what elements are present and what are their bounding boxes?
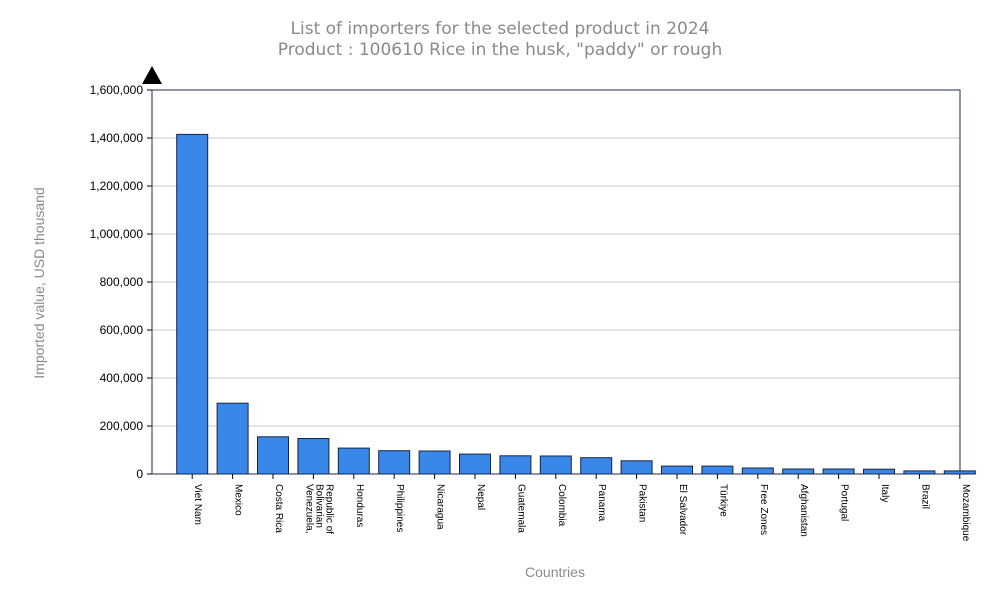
x-tick-label: Mexico bbox=[233, 484, 244, 516]
x-tick-label: Free Zones bbox=[758, 484, 769, 535]
x-tick-label: Türkiye bbox=[717, 484, 728, 517]
bar bbox=[863, 468, 895, 475]
x-tick-label: El Salvador bbox=[677, 484, 688, 536]
x-tick-label: Brazil bbox=[919, 484, 930, 509]
chart-title: List of importers for the selected produ… bbox=[290, 19, 710, 39]
x-tick-label: Colombia bbox=[556, 484, 567, 527]
y-tick-label: 0 bbox=[136, 467, 143, 481]
bar bbox=[418, 450, 451, 475]
x-tick-label: Viet Nam bbox=[192, 484, 203, 525]
y-tick-label: 200,000 bbox=[100, 419, 144, 433]
bar bbox=[741, 467, 774, 475]
x-tick-label: Panama bbox=[596, 484, 607, 522]
y-tick-label: 400,000 bbox=[100, 371, 144, 385]
bar bbox=[620, 460, 653, 475]
x-tick-label: Mozambique bbox=[960, 484, 971, 542]
x-tick-label: Portugal bbox=[839, 484, 850, 521]
x-tick-label: Guatemala bbox=[515, 484, 526, 533]
bar bbox=[378, 450, 411, 475]
x-tick-label: Nepal bbox=[475, 484, 486, 510]
bar bbox=[903, 470, 936, 475]
bar bbox=[822, 468, 855, 475]
y-tick-label: 1,000,000 bbox=[90, 227, 144, 241]
bar bbox=[580, 457, 613, 475]
bar bbox=[257, 436, 289, 475]
bar bbox=[176, 133, 209, 475]
x-tick-label: Philippines bbox=[394, 484, 405, 532]
bar bbox=[216, 402, 249, 475]
x-tick-label: Pakistan bbox=[637, 484, 648, 522]
chart-subtitle: Product : 100610 Rice in the husk, "padd… bbox=[277, 40, 723, 60]
x-tick-label: Honduras bbox=[354, 484, 365, 527]
y-tick-label: 1,600,000 bbox=[90, 83, 144, 97]
bar bbox=[297, 438, 330, 475]
bar bbox=[499, 455, 532, 475]
bar bbox=[661, 465, 693, 475]
bar bbox=[782, 468, 815, 475]
bar bbox=[701, 465, 734, 475]
x-axis-label: Countries bbox=[525, 564, 585, 580]
x-tick-label: Afghanistan bbox=[798, 484, 809, 537]
x-tick-label: Italy bbox=[879, 484, 890, 502]
y-tick-label: 800,000 bbox=[100, 275, 144, 289]
bar bbox=[459, 453, 491, 475]
bar bbox=[539, 455, 572, 475]
x-tick-label: Venezuela,BolivarianRepublic of bbox=[303, 484, 334, 534]
x-tick-label: Costa Rica bbox=[273, 484, 284, 533]
x-tick-label: Nicaragua bbox=[435, 484, 446, 530]
y-axis-arrow bbox=[142, 66, 162, 84]
bar bbox=[337, 447, 370, 475]
bar bbox=[943, 470, 976, 475]
y-tick-label: 1,200,000 bbox=[90, 179, 144, 193]
y-tick-label: 1,400,000 bbox=[90, 131, 144, 145]
y-tick-label: 600,000 bbox=[100, 323, 144, 337]
